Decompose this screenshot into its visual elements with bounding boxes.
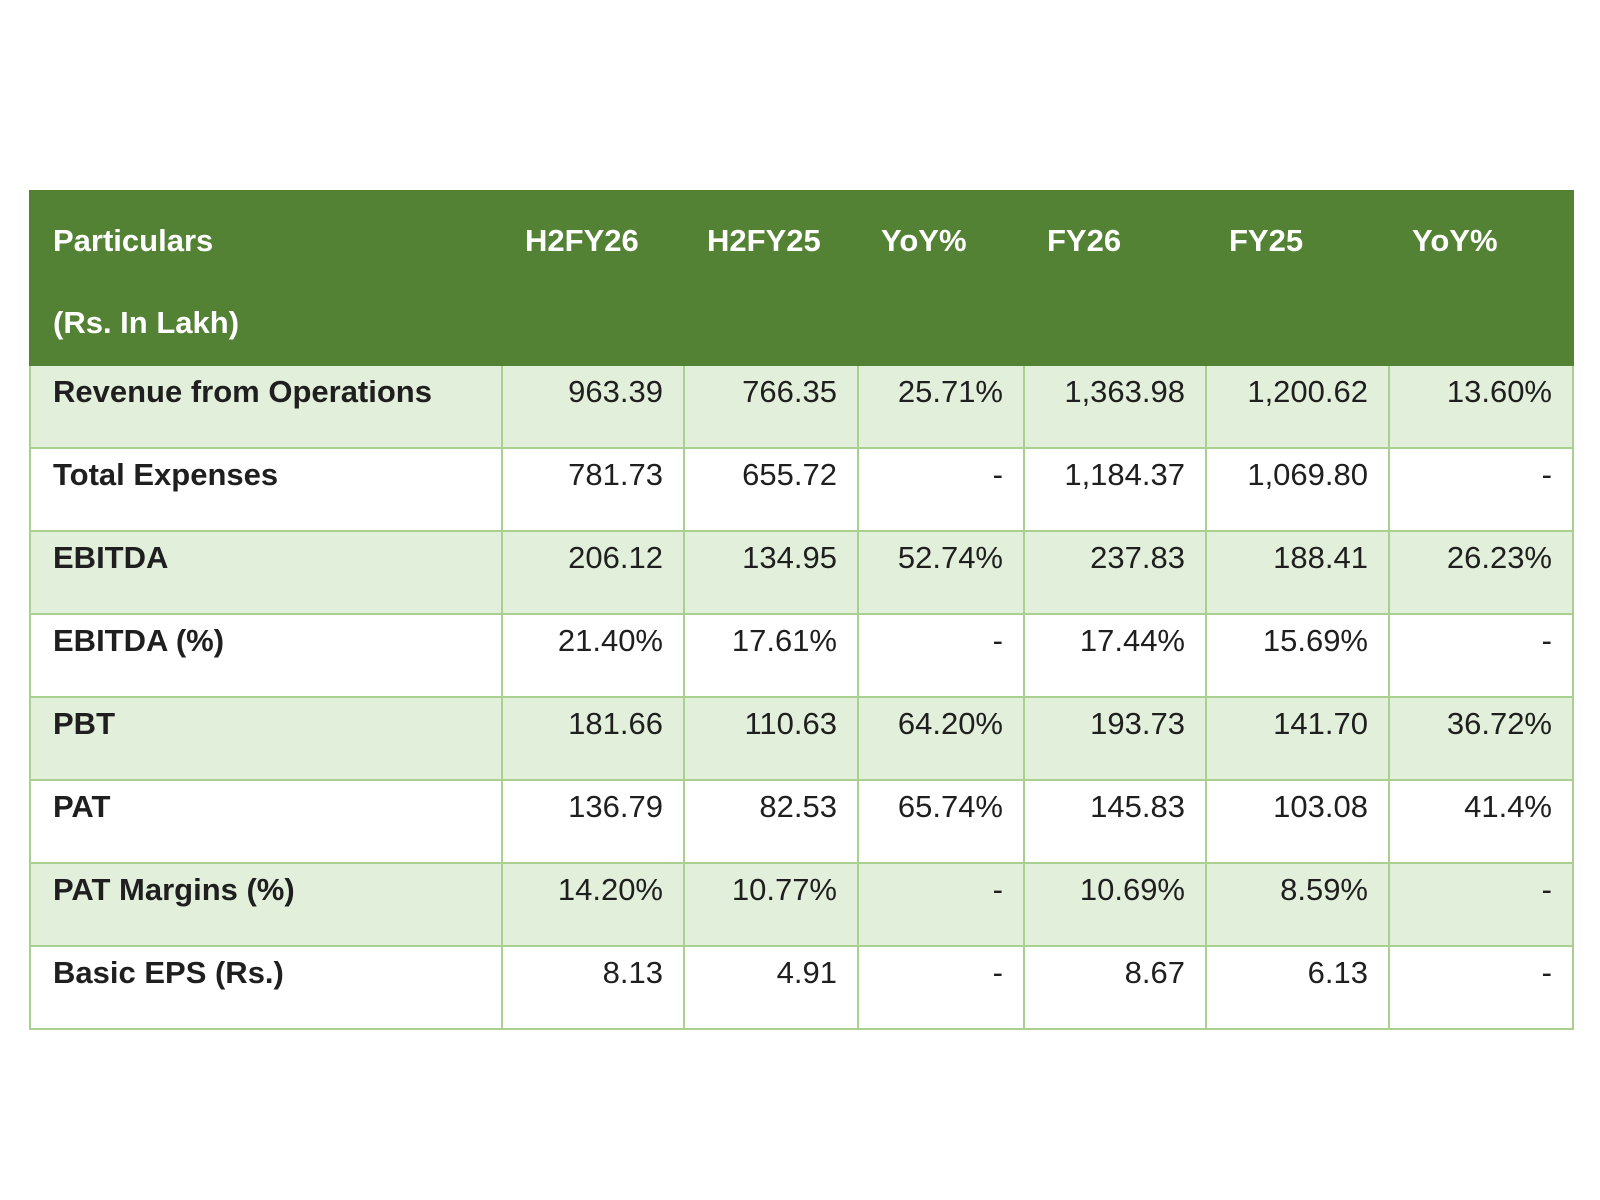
cell-value: 21.40% [501,613,685,698]
table-row: EBITDA (%) 21.40% 17.61% - 17.44% 15.69%… [29,613,1574,698]
header-row: Particulars (Rs. In Lakh) H2FY26 H2FY25 … [29,190,1574,366]
cell-value: - [1388,613,1574,698]
cell-value: 15.69% [1205,613,1390,698]
cell-value: 36.72% [1388,696,1574,781]
cell-value: - [1388,945,1574,1030]
cell-value: 64.20% [857,696,1025,781]
cell-value: 110.63 [683,696,859,781]
cell-value: - [857,862,1025,947]
row-label: EBITDA (%) [29,613,503,698]
cell-value: - [857,613,1025,698]
financial-results-table-container: Particulars (Rs. In Lakh) H2FY26 H2FY25 … [29,190,1574,1030]
cell-value: 1,200.62 [1205,364,1390,449]
row-label: Total Expenses [29,447,503,532]
cell-value: 14.20% [501,862,685,947]
cell-value: 8.59% [1205,862,1390,947]
cell-value: 1,184.37 [1023,447,1207,532]
table-row: Revenue from Operations 963.39 766.35 25… [29,364,1574,449]
header-particulars-title: Particulars [53,223,214,258]
header-col-fy25: FY25 [1205,190,1390,366]
cell-value: 781.73 [501,447,685,532]
row-label: PAT [29,779,503,864]
row-label: Revenue from Operations [29,364,503,449]
header-col-yoy-half: YoY% [857,190,1025,366]
cell-value: 6.13 [1205,945,1390,1030]
cell-value: 188.41 [1205,530,1390,615]
cell-value: 145.83 [1023,779,1207,864]
cell-value: 206.12 [501,530,685,615]
row-label: PAT Margins (%) [29,862,503,947]
cell-value: 766.35 [683,364,859,449]
cell-value: 10.77% [683,862,859,947]
table-row: Total Expenses 781.73 655.72 - 1,184.37 … [29,447,1574,532]
cell-value: 4.91 [683,945,859,1030]
financial-results-table: Particulars (Rs. In Lakh) H2FY26 H2FY25 … [29,190,1574,1030]
header-particulars-unit: (Rs. In Lakh) [53,305,240,340]
cell-value: 82.53 [683,779,859,864]
header-col-h2fy26: H2FY26 [501,190,685,366]
cell-value: 1,363.98 [1023,364,1207,449]
cell-value: 103.08 [1205,779,1390,864]
header-col-h2fy25: H2FY25 [683,190,859,366]
cell-value: 1,069.80 [1205,447,1390,532]
cell-value: 181.66 [501,696,685,781]
cell-value: - [857,945,1025,1030]
cell-value: 17.44% [1023,613,1207,698]
table-header: Particulars (Rs. In Lakh) H2FY26 H2FY25 … [29,190,1574,366]
cell-value: 193.73 [1023,696,1207,781]
row-label: EBITDA [29,530,503,615]
header-particulars: Particulars (Rs. In Lakh) [29,190,503,366]
table-body: Revenue from Operations 963.39 766.35 25… [29,364,1574,1030]
row-label: PBT [29,696,503,781]
cell-value: - [1388,862,1574,947]
cell-value: 963.39 [501,364,685,449]
row-label: Basic EPS (Rs.) [29,945,503,1030]
cell-value: - [1388,447,1574,532]
table-row: EBITDA 206.12 134.95 52.74% 237.83 188.4… [29,530,1574,615]
table-row: PAT Margins (%) 14.20% 10.77% - 10.69% 8… [29,862,1574,947]
cell-value: 8.13 [501,945,685,1030]
cell-value: 10.69% [1023,862,1207,947]
table-row: Basic EPS (Rs.) 8.13 4.91 - 8.67 6.13 - [29,945,1574,1030]
cell-value: 237.83 [1023,530,1207,615]
cell-value: 134.95 [683,530,859,615]
cell-value: 17.61% [683,613,859,698]
cell-value: 655.72 [683,447,859,532]
table-row: PAT 136.79 82.53 65.74% 145.83 103.08 41… [29,779,1574,864]
table-row: PBT 181.66 110.63 64.20% 193.73 141.70 3… [29,696,1574,781]
cell-value: 52.74% [857,530,1025,615]
cell-value: 26.23% [1388,530,1574,615]
cell-value: 25.71% [857,364,1025,449]
header-col-yoy-full: YoY% [1388,190,1574,366]
cell-value: 65.74% [857,779,1025,864]
cell-value: 41.4% [1388,779,1574,864]
cell-value: - [857,447,1025,532]
header-col-fy26: FY26 [1023,190,1207,366]
cell-value: 136.79 [501,779,685,864]
cell-value: 13.60% [1388,364,1574,449]
cell-value: 8.67 [1023,945,1207,1030]
cell-value: 141.70 [1205,696,1390,781]
